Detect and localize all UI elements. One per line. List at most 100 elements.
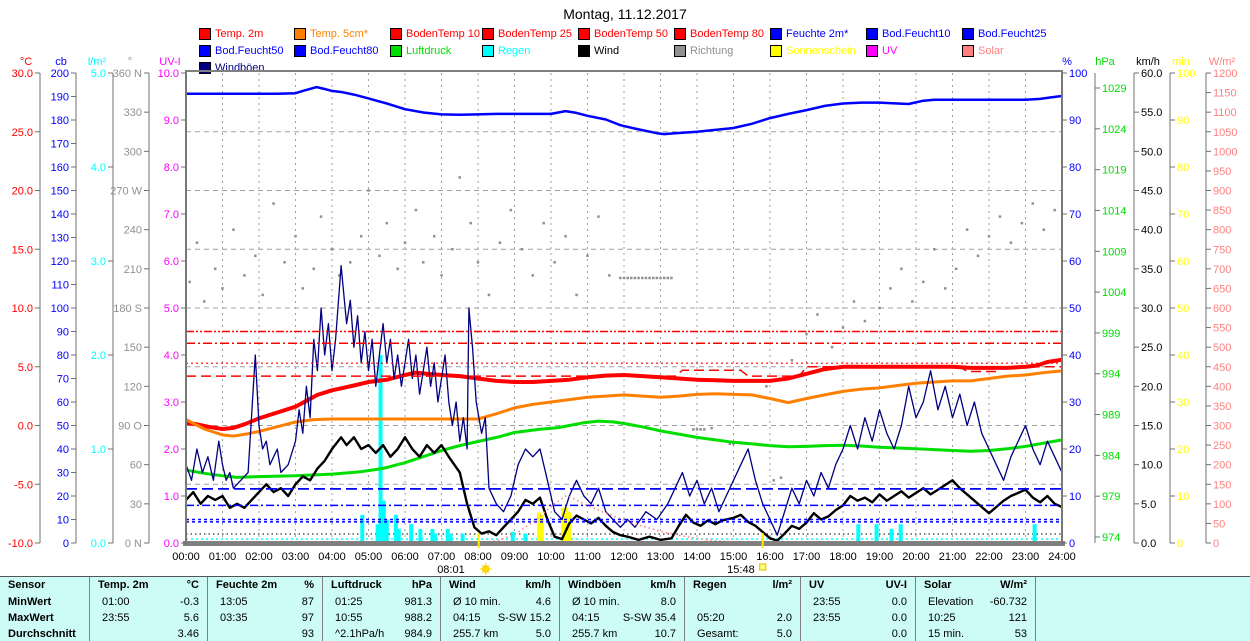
richtung-point bbox=[254, 254, 257, 258]
axis-unit-°: ° bbox=[127, 56, 133, 68]
table-sensor-unit: % bbox=[304, 579, 314, 591]
sunrise-sun-ray bbox=[488, 571, 491, 574]
axis-unit-l/m²: l/m² bbox=[87, 56, 107, 68]
table-cell-time: Ø 10 min. bbox=[572, 596, 620, 608]
richtung-point bbox=[619, 276, 622, 280]
axis-tick-label: 0 bbox=[1069, 538, 1075, 550]
table-cell-value: 10.7 bbox=[654, 628, 676, 640]
richtung-point bbox=[841, 326, 845, 329]
hour-label: 24:00 bbox=[1048, 551, 1076, 563]
legend-swatch-icon bbox=[962, 45, 974, 57]
table-row-label: Durchschnitt bbox=[8, 628, 76, 640]
table-column-wind: Wind km/h Ø 10 min. 4.6 04:15 S-SW 15.2 255.7 … bbox=[440, 577, 559, 641]
legend-swatch-icon bbox=[578, 45, 590, 57]
richtung-point bbox=[703, 428, 706, 431]
table-sensor-name: Solar bbox=[924, 579, 952, 591]
axis-tick-label: 140 bbox=[51, 209, 69, 221]
richtung-point bbox=[451, 248, 454, 251]
rain-bar bbox=[360, 514, 365, 541]
axis-tick-label: 1014 bbox=[1102, 205, 1126, 217]
richtung-point bbox=[987, 234, 991, 238]
rain-bar bbox=[510, 531, 515, 541]
axis-tick-label: 1009 bbox=[1102, 246, 1126, 258]
legend-swatch-icon bbox=[770, 28, 782, 40]
table-cell-value: 53 bbox=[1014, 628, 1027, 640]
richtung-point bbox=[852, 300, 856, 303]
table-column-luftdruck: Luftdruck hPa 01:25 981.3 10:55 988.2 ^2.1hPa/… bbox=[322, 577, 440, 641]
table-cell-time: ^2.1hPa/h bbox=[335, 628, 385, 640]
sunrise-time-label: 08:01 bbox=[437, 564, 465, 576]
legend-label: Solar bbox=[978, 45, 1004, 57]
legend-label: Luftdruck bbox=[406, 45, 452, 57]
axis-tick-label: 4.0 bbox=[164, 350, 179, 362]
table-cell-value: 8.0 bbox=[660, 596, 676, 608]
axis-tick-label: 3.0 bbox=[164, 397, 179, 409]
axis-tick-label: 240 bbox=[124, 225, 142, 237]
axis-tick-label: 20.0 bbox=[12, 186, 33, 198]
richtung-point bbox=[728, 442, 732, 446]
richtung-point bbox=[586, 254, 589, 258]
richtung-point bbox=[863, 319, 867, 323]
axis-tick-label: 25.0 bbox=[12, 127, 33, 139]
series-bodentemp-10 bbox=[186, 366, 1062, 377]
sunset-square-icon bbox=[759, 563, 767, 571]
richtung-point bbox=[790, 358, 794, 362]
x-axis-bar bbox=[183, 541, 1065, 546]
axis-tick-label: 20 bbox=[1069, 444, 1081, 456]
richtung-point bbox=[666, 276, 670, 280]
table-cell-time: 01:25 bbox=[335, 596, 363, 608]
rain-bar bbox=[448, 533, 453, 541]
axis-tick-label: 1.0 bbox=[164, 491, 179, 503]
rain-bar bbox=[460, 533, 465, 541]
table-filler bbox=[1035, 577, 1250, 641]
richtung-point bbox=[670, 276, 673, 280]
table-cell-time: 255.7 km bbox=[453, 628, 499, 640]
axis-tick-label: 999 bbox=[1102, 328, 1120, 340]
richtung-point bbox=[830, 345, 834, 349]
page-title: Montag, 11.12.2017 bbox=[563, 6, 687, 22]
richtung-point bbox=[432, 234, 436, 238]
richtung-point bbox=[575, 293, 578, 297]
richtung-point bbox=[976, 254, 980, 258]
axis-tick-label: 0.0 bbox=[1141, 538, 1156, 550]
axis-tick-label: 80 bbox=[57, 350, 69, 362]
weather-chart-svg: 30.025.020.015.010.05.00.0-5.0-10.020019… bbox=[8, 68, 1238, 576]
legend-label: BodenTemp 80 bbox=[690, 28, 764, 40]
axis-tick-label: 400 bbox=[1213, 381, 1231, 393]
richtung-point bbox=[655, 276, 659, 280]
axis-tick-label: 0 N bbox=[125, 538, 142, 550]
axis-tick-label: 55.0 bbox=[1141, 107, 1162, 119]
axis-tick-label: 40.0 bbox=[1141, 225, 1162, 237]
richtung-point bbox=[695, 428, 699, 431]
sunshine-bar bbox=[561, 507, 566, 541]
axis-tick-label: 330 bbox=[124, 107, 142, 119]
richtung-point bbox=[805, 332, 808, 336]
table-sensor-unit: UV-I bbox=[885, 579, 907, 591]
axis-tick-label: 10 bbox=[1069, 491, 1081, 503]
rain-bar bbox=[393, 514, 398, 541]
hour-label: 04:00 bbox=[318, 551, 346, 563]
table-column-feuchte-2m: Feuchte 2m% 13:05 87 03:35 97 93 bbox=[207, 577, 322, 641]
axis-tick-label: 974 bbox=[1102, 532, 1120, 544]
table-cell-time: 23:55 bbox=[813, 612, 841, 624]
richtung-point bbox=[509, 208, 513, 212]
axis-tick-label: 900 bbox=[1213, 186, 1231, 198]
table-cell-value: 121 bbox=[1008, 612, 1027, 624]
richtung-point bbox=[633, 276, 637, 280]
rain-bar bbox=[409, 524, 414, 541]
table-column-solar: Solar W/m² Elevation -60.732 10:25 121 15 min.… bbox=[915, 577, 1035, 641]
richtung-point bbox=[1042, 228, 1045, 231]
stats-table: Sensor MinWert MaxWert Durchschnitt Temp. 2m… bbox=[0, 576, 1250, 641]
richtung-point bbox=[710, 426, 713, 430]
axis-tick-label: 150 bbox=[1213, 479, 1231, 491]
richtung-point bbox=[699, 428, 702, 431]
axis-tick-label: 110 bbox=[51, 280, 69, 292]
axis-tick-label: 210 bbox=[124, 264, 142, 276]
richtung-point bbox=[283, 261, 286, 264]
axis-tick-label: 0 bbox=[63, 538, 69, 550]
axis-tick-label: 1029 bbox=[1102, 83, 1126, 95]
table-sensor-name: Feuchte 2m bbox=[216, 579, 278, 591]
table-cell-value: 97 bbox=[301, 612, 314, 624]
richtung-point bbox=[965, 228, 969, 231]
legend-label: Temp. 2m bbox=[215, 28, 264, 40]
